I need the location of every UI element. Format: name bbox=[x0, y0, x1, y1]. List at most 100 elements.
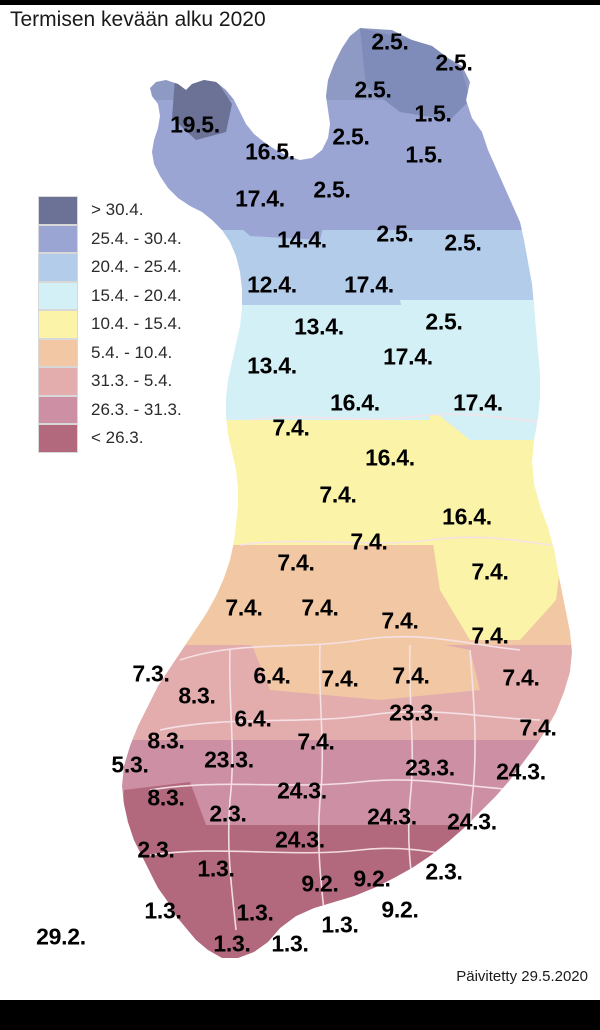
map-date-label: 24.3. bbox=[275, 826, 325, 853]
bottom-black-bar bbox=[0, 1000, 600, 1030]
legend-row: 31.3. - 5.4. bbox=[38, 367, 213, 396]
map-date-label: 23.3. bbox=[389, 699, 439, 726]
legend-color-swatch bbox=[38, 253, 78, 282]
legend-row: 26.3. - 31.3. bbox=[38, 395, 213, 424]
legend: > 30.4. 25.4. - 30.4. 20.4. - 25.4. 15.4. -… bbox=[38, 196, 213, 453]
map-date-label: 17.4. bbox=[235, 185, 285, 212]
map-date-label: 2.5. bbox=[371, 28, 409, 55]
map-date-label: 7.3. bbox=[132, 660, 170, 687]
legend-label: > 30.4. bbox=[91, 200, 144, 220]
map-date-label: 1.3. bbox=[321, 911, 359, 938]
map-date-label: 17.4. bbox=[383, 343, 433, 370]
map-date-label: 16.4. bbox=[442, 503, 492, 530]
map-date-label: 1.5. bbox=[405, 141, 443, 168]
map-date-label: 7.4. bbox=[381, 607, 419, 634]
legend-row: 15.4. - 20.4. bbox=[38, 281, 213, 310]
legend-row: 20.4. - 25.4. bbox=[38, 253, 213, 282]
map-date-label: 6.4. bbox=[253, 662, 291, 689]
updated-timestamp: Päivitetty 29.5.2020 bbox=[456, 968, 588, 985]
map-date-label: 12.4. bbox=[247, 271, 297, 298]
finland-map: 2.5. 2.5. 2.5. 1.5. 19.5. 1.5. 16.5. 2.5. 17.4. 2… bbox=[36, 28, 572, 958]
legend-color-swatch bbox=[38, 281, 78, 310]
map-date-label: 8.3. bbox=[147, 784, 185, 811]
map-date-label: 2.5. bbox=[376, 220, 414, 247]
map-date-label: 6.4. bbox=[234, 705, 272, 732]
map-date-label: 23.3. bbox=[405, 754, 455, 781]
map-date-label: 2.5. bbox=[332, 123, 370, 150]
map-date-label: 1.3. bbox=[236, 899, 274, 926]
map-date-label: 1.3. bbox=[197, 855, 235, 882]
map-date-label: 2.3. bbox=[209, 800, 247, 827]
legend-label: 5.4. - 10.4. bbox=[91, 342, 173, 362]
legend-color-swatch bbox=[38, 224, 78, 253]
map-date-label: 17.4. bbox=[453, 389, 503, 416]
map-date-label: 7.4. bbox=[297, 728, 335, 755]
map-date-label: 24.3. bbox=[367, 803, 417, 830]
map-date-label: 7.4. bbox=[392, 662, 430, 689]
map-date-label: 8.3. bbox=[147, 727, 185, 754]
legend-color-swatch bbox=[38, 367, 78, 396]
map-date-label: 9.2. bbox=[381, 896, 419, 923]
map-date-label: 2.3. bbox=[425, 858, 463, 885]
page-title: Termisen kevään alku 2020 bbox=[10, 8, 266, 31]
map-date-label: 7.4. bbox=[301, 594, 339, 621]
map-date-label: 7.4. bbox=[225, 594, 263, 621]
legend-label: 20.4. - 25.4. bbox=[91, 257, 182, 277]
map-date-label: 2.5. bbox=[444, 229, 482, 256]
map-date-label: 9.2. bbox=[353, 865, 391, 892]
map-date-label: 13.4. bbox=[294, 313, 344, 340]
legend-row: 10.4. - 15.4. bbox=[38, 310, 213, 339]
map-date-label: 1.3. bbox=[213, 930, 251, 957]
top-black-bar bbox=[0, 0, 600, 5]
legend-row: 25.4. - 30.4. bbox=[38, 224, 213, 253]
legend-color-swatch bbox=[38, 310, 78, 339]
map-date-label: 1.5. bbox=[414, 100, 452, 127]
legend-label: 15.4. - 20.4. bbox=[91, 285, 182, 305]
legend-label: < 26.3. bbox=[91, 428, 144, 448]
map-date-label: 2.5. bbox=[354, 76, 392, 103]
legend-row: < 26.3. bbox=[38, 424, 213, 453]
map-date-label: 16.5. bbox=[245, 138, 295, 165]
map-date-label: 24.3. bbox=[277, 777, 327, 804]
map-date-label: 9.2. bbox=[301, 870, 339, 897]
map-date-label: 2.5. bbox=[435, 49, 473, 76]
finland-map-svg bbox=[122, 28, 572, 958]
map-date-label: 2.5. bbox=[425, 308, 463, 335]
legend-color-swatch bbox=[38, 338, 78, 367]
map-date-label: 13.4. bbox=[247, 352, 297, 379]
legend-row: > 30.4. bbox=[38, 196, 213, 225]
map-date-label: 24.3. bbox=[496, 758, 546, 785]
map-date-label: 14.4. bbox=[277, 226, 327, 253]
legend-color-swatch bbox=[38, 424, 78, 453]
map-date-label: 7.4. bbox=[519, 714, 557, 741]
map-date-label: 2.5. bbox=[313, 176, 351, 203]
province-boundaries bbox=[149, 413, 563, 931]
map-date-label: 7.4. bbox=[321, 665, 359, 692]
legend-color-swatch bbox=[38, 196, 78, 225]
map-date-label: 5.3. bbox=[111, 751, 149, 778]
map-date-label: 7.4. bbox=[350, 528, 388, 555]
map-date-label: 23.3. bbox=[204, 746, 254, 773]
map-date-label: 7.4. bbox=[502, 664, 540, 691]
map-date-label: 7.4. bbox=[277, 549, 315, 576]
legend-label: 25.4. - 30.4. bbox=[91, 228, 182, 248]
legend-label: 10.4. - 15.4. bbox=[91, 314, 182, 334]
map-date-label: 16.4. bbox=[330, 389, 380, 416]
map-date-label: 7.4. bbox=[319, 481, 357, 508]
map-date-label: 16.4. bbox=[365, 444, 415, 471]
map-date-label: 1.3. bbox=[144, 897, 182, 924]
map-date-label: 29.2. bbox=[36, 923, 86, 950]
map-date-label: 24.3. bbox=[447, 808, 497, 835]
map-date-label: 7.4. bbox=[471, 622, 509, 649]
map-date-label: 19.5. bbox=[170, 111, 220, 138]
map-date-label: 1.3. bbox=[271, 930, 309, 957]
legend-label: 31.3. - 5.4. bbox=[91, 371, 173, 391]
map-date-label: 7.4. bbox=[272, 414, 310, 441]
map-date-label: 7.4. bbox=[471, 558, 509, 585]
map-date-label: 8.3. bbox=[178, 682, 216, 709]
legend-row: 5.4. - 10.4. bbox=[38, 338, 213, 367]
map-date-label: 17.4. bbox=[344, 271, 394, 298]
legend-color-swatch bbox=[38, 395, 78, 424]
map-date-label: 2.3. bbox=[137, 836, 175, 863]
